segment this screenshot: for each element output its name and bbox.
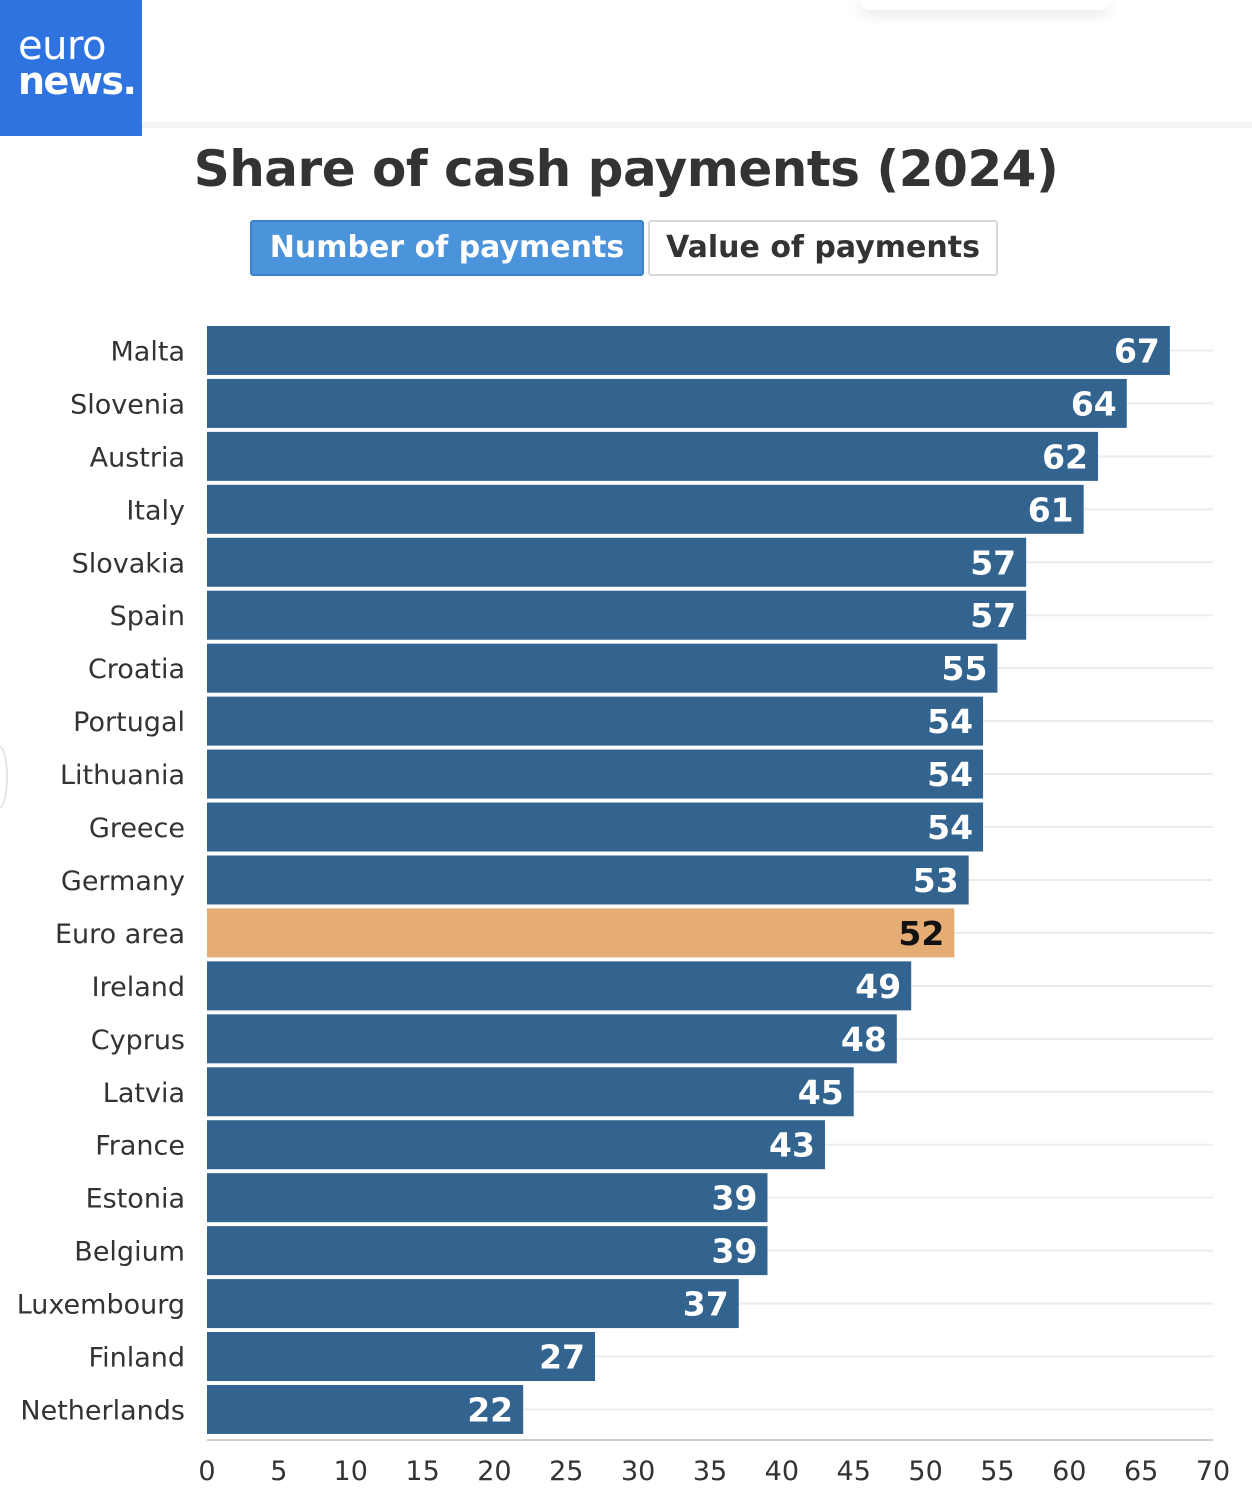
data-label: 39 [712, 1232, 758, 1271]
euronews-logo[interactable]: euro news. [0, 0, 142, 136]
tab-number-of-payments[interactable]: Number of payments [250, 220, 644, 276]
category-label: Italy [126, 495, 185, 526]
x-tick-label: 50 [908, 1456, 942, 1487]
data-label: 45 [798, 1073, 844, 1112]
category-label: France [95, 1131, 185, 1162]
data-label: 53 [913, 861, 959, 900]
tab-value-of-payments[interactable]: Value of payments [648, 220, 998, 276]
logo-line-2: news. [18, 59, 137, 103]
bar [207, 855, 969, 905]
bar [207, 1226, 768, 1276]
category-label: Cyprus [91, 1025, 185, 1056]
category-label: Malta [111, 336, 185, 367]
chart-title: Share of cash payments (2024) [193, 140, 1059, 198]
category-label: Estonia [86, 1184, 185, 1215]
bar [207, 749, 984, 799]
top-shadow [860, 0, 1110, 10]
category-label: Ireland [92, 972, 185, 1003]
category-label: Belgium [74, 1237, 185, 1268]
x-tick-label: 45 [837, 1456, 871, 1487]
x-tick-label: 55 [980, 1456, 1014, 1487]
category-label: Luxembourg [17, 1290, 185, 1321]
category-label: Croatia [88, 654, 185, 685]
bar [207, 1173, 768, 1223]
data-label: 61 [1028, 490, 1074, 529]
bar [207, 1332, 596, 1382]
bar [207, 1120, 825, 1170]
bar [207, 961, 912, 1011]
bar [207, 1067, 854, 1117]
data-label: 55 [941, 649, 987, 688]
category-label: Netherlands [20, 1395, 185, 1426]
bar [207, 325, 1170, 375]
category-label: Austria [90, 442, 185, 473]
bar [207, 1279, 739, 1329]
category-label: Euro area [55, 919, 185, 950]
bar [207, 378, 1127, 428]
x-tick-label: 25 [549, 1456, 583, 1487]
category-label: Slovenia [70, 389, 185, 420]
bar [207, 696, 984, 746]
x-tick-label: 60 [1052, 1456, 1086, 1487]
x-tick-label: 35 [693, 1456, 727, 1487]
data-label: 57 [970, 543, 1016, 582]
data-label: 64 [1071, 384, 1117, 423]
bar [207, 484, 1084, 534]
logo-line-1: euro [18, 23, 107, 69]
data-label: 39 [712, 1179, 758, 1218]
x-tick-label: 40 [765, 1456, 799, 1487]
x-tick-label: 30 [621, 1456, 655, 1487]
data-label: 57 [970, 596, 1016, 635]
category-label: Finland [89, 1343, 185, 1374]
category-label: Germany [61, 866, 185, 897]
data-label: 48 [841, 1020, 887, 1059]
bar [207, 590, 1027, 640]
x-tick-label: 10 [334, 1456, 368, 1487]
bar [207, 643, 998, 693]
x-tick-label: 0 [198, 1456, 215, 1487]
bar [207, 1014, 897, 1064]
data-label: 62 [1042, 437, 1088, 476]
category-label: Greece [89, 813, 185, 844]
data-label: 49 [855, 967, 901, 1006]
data-label: 37 [683, 1285, 729, 1324]
bar [207, 537, 1027, 587]
data-label: 22 [467, 1390, 513, 1429]
data-label: 52 [898, 914, 944, 953]
x-tick-label: 65 [1124, 1456, 1158, 1487]
category-label: Latvia [103, 1078, 185, 1109]
bar [207, 802, 984, 852]
category-label: Slovakia [72, 548, 185, 579]
data-label: 43 [769, 1126, 815, 1165]
bar [207, 1384, 524, 1434]
x-tick-label: 20 [477, 1456, 511, 1487]
x-tick-label: 70 [1196, 1456, 1230, 1487]
bar-highlight [207, 908, 955, 958]
data-label: 27 [539, 1338, 585, 1377]
top-bar [0, 0, 1252, 128]
data-label: 67 [1114, 331, 1160, 370]
data-label: 54 [927, 755, 973, 794]
category-label: Lithuania [60, 760, 185, 791]
x-tick-label: 15 [405, 1456, 439, 1487]
category-label: Spain [110, 601, 185, 632]
bar [207, 431, 1099, 481]
x-tick-label: 5 [270, 1456, 287, 1487]
data-label: 54 [927, 808, 973, 847]
category-label: Portugal [73, 707, 185, 738]
data-label: 54 [927, 702, 973, 741]
